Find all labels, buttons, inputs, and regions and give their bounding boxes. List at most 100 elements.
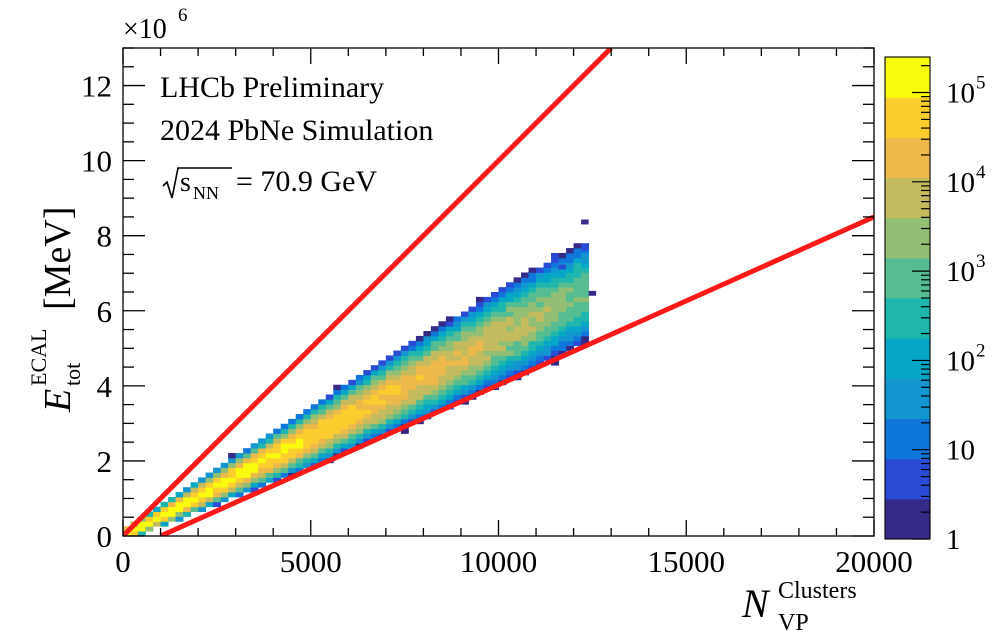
heatmap-bin (543, 296, 552, 303)
heatmap-bin (378, 399, 387, 405)
heatmap-bin (288, 467, 297, 473)
heatmap-bin (453, 374, 462, 381)
heatmap-bin (415, 340, 424, 347)
heatmap-bin (333, 428, 342, 434)
heatmap-bin (408, 414, 417, 420)
heatmap-bin (318, 418, 327, 425)
heatmap-bin (543, 267, 552, 273)
heatmap-bin (183, 506, 191, 512)
heatmap-bin (325, 433, 334, 439)
heatmap-bin (370, 423, 379, 430)
heatmap-bin (566, 292, 574, 298)
heatmap-bin (205, 501, 214, 508)
energy-subscript: NN (193, 183, 219, 203)
heatmap-bin (288, 418, 297, 425)
heatmap-bin (521, 340, 529, 347)
heatmap-bin (295, 467, 304, 473)
heatmap-bin (521, 311, 529, 317)
heatmap-bin (273, 467, 282, 473)
heatmap-bin (333, 448, 342, 454)
heatmap-bin (235, 487, 244, 493)
heatmap-bin (581, 262, 590, 268)
heatmap-bin (498, 296, 507, 303)
heatmap-bin (213, 492, 222, 498)
heatmap-bin (213, 472, 222, 478)
heatmap-bin (340, 443, 349, 449)
heatmap-bin (363, 389, 372, 395)
y-tick-label: 2 (97, 444, 113, 479)
heatmap-bin (551, 253, 559, 259)
heatmap-bin (378, 418, 387, 425)
heatmap-bin (243, 487, 252, 493)
heatmap-bin (581, 272, 590, 278)
heatmap-bin (468, 335, 477, 342)
heatmap-bin (551, 267, 559, 273)
heatmap-bin (528, 282, 537, 288)
heatmap-bin (273, 472, 282, 478)
heatmap-bin (280, 457, 289, 464)
heatmap-bin (213, 467, 222, 473)
heatmap-bin (348, 418, 357, 425)
heatmap-bin (445, 365, 454, 371)
heatmap-bin (303, 409, 312, 415)
heatmap-bin (581, 267, 590, 273)
heatmap-bin (468, 345, 477, 351)
heatmap-bin (536, 277, 544, 283)
x-tick-label: 15000 (648, 544, 726, 579)
heatmap-bin (190, 496, 199, 503)
heatmap-bin (506, 365, 514, 371)
heatmap-bin (483, 316, 492, 322)
heatmap-bin (318, 423, 327, 430)
cut-lines (123, 48, 874, 536)
heatmap-bin (475, 340, 484, 347)
heatmap-bin (536, 272, 544, 278)
heatmap-bin (558, 296, 567, 303)
heatmap-bin (551, 326, 559, 332)
heatmap-bin (468, 326, 477, 332)
heatmap-bin (310, 428, 319, 434)
heatmap-bin (483, 321, 492, 327)
heatmap-bin (536, 287, 544, 293)
heatmap-bin (468, 360, 477, 366)
heatmap-bin (348, 394, 357, 400)
heatmap-bin (400, 370, 409, 376)
y-exponent: ×10 6 (123, 5, 188, 45)
heatmap-bin (475, 365, 484, 371)
heatmap-bin (498, 311, 507, 317)
heatmap-bin (453, 365, 462, 371)
x-tick-label: 5000 (280, 544, 342, 579)
heatmap-bin (243, 472, 252, 478)
heatmap-bin (513, 365, 522, 371)
heatmap-bin (423, 335, 432, 342)
energy-label: s NN = 70.9 GeV (162, 165, 377, 203)
heatmap-bin (566, 311, 574, 317)
heatmap-bin (521, 321, 529, 327)
heatmap-bin (333, 438, 342, 444)
heatmap-bin (385, 399, 394, 405)
heatmap-bin (175, 492, 184, 498)
heatmap-bin (235, 492, 244, 498)
y-tick-label: 4 (97, 369, 113, 404)
heatmap-bin (265, 462, 274, 469)
heatmap-bin (325, 399, 334, 405)
heatmap-bin (258, 462, 267, 469)
heatmap-bin (190, 501, 199, 508)
heatmap-bin (370, 370, 379, 376)
heatmap-bin (243, 453, 252, 459)
heatmap-bin (573, 306, 582, 312)
heatmap-bin (513, 321, 522, 327)
heatmap-bin (400, 384, 409, 390)
heatmap-bin (303, 418, 312, 425)
heatmap-bin (280, 448, 289, 454)
heatmap-bin (408, 355, 417, 361)
heatmap-bin (483, 296, 492, 303)
heatmap-bin (288, 428, 297, 434)
heatmap-bin (506, 350, 514, 356)
heatmap-bin (183, 511, 191, 517)
heatmap-bin (220, 462, 229, 469)
x-title-main: N (741, 581, 771, 626)
heatmap-bin (506, 326, 514, 332)
heatmap-bin (558, 257, 567, 264)
heatmap-bin (460, 335, 469, 342)
